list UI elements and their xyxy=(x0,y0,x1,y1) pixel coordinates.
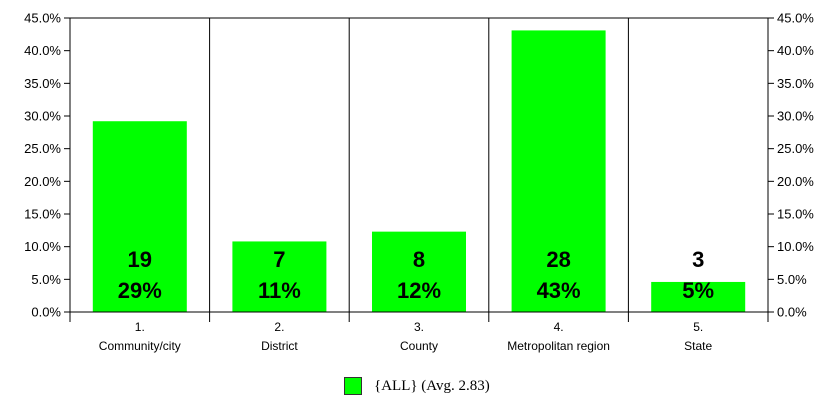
plot-frame xyxy=(69,17,769,322)
y-tick-label-right: 45.0% xyxy=(777,11,814,26)
y-tick-label-left: 20.0% xyxy=(24,174,61,189)
x-axis-categories: 1. Community/city 2. District 3. County 4. Metr… xyxy=(99,320,713,353)
bar xyxy=(92,121,187,312)
y-tick-label-right: 35.0% xyxy=(777,76,814,91)
y-tick-label-right: 5.0% xyxy=(777,272,807,287)
bar xyxy=(372,231,466,312)
bar-percent-label: 5% xyxy=(682,278,714,303)
y-axis-ticks: 0.0% 0.0% 5.0% 5.0% 10.0% 10.0% 15.0% 15.0% 20.0… xyxy=(24,11,814,320)
bar-count-label: 8 xyxy=(413,247,425,272)
bar-percent-label: 11% xyxy=(258,278,301,303)
category-label: District xyxy=(261,339,298,353)
bar-percent-label: 43% xyxy=(537,278,581,303)
y-tick-label-right: 20.0% xyxy=(777,174,814,189)
category-label: Community/city xyxy=(99,339,181,353)
category-number: 4. xyxy=(554,320,564,334)
category-label: County xyxy=(400,339,438,353)
category-number: 3. xyxy=(414,320,424,334)
bar-percent-label: 29% xyxy=(118,278,162,303)
bar-count-label: 19 xyxy=(128,247,152,272)
y-tick-label-left: 10.0% xyxy=(24,239,61,254)
y-tick-label-right: 25.0% xyxy=(777,141,814,156)
y-tick-label-left: 15.0% xyxy=(24,207,61,222)
bar xyxy=(511,30,606,313)
category-number: 5. xyxy=(693,320,703,334)
y-tick-label-right: 10.0% xyxy=(777,239,814,254)
y-tick-label-left: 35.0% xyxy=(24,76,61,91)
bar-count-label: 28 xyxy=(546,247,570,272)
bar xyxy=(651,281,746,312)
y-tick-label-right: 0.0% xyxy=(777,305,807,320)
y-tick-label-left: 45.0% xyxy=(24,11,61,26)
bar-percent-label: 12% xyxy=(397,278,441,303)
bar-count-label: 7 xyxy=(273,247,285,272)
data-labels: 19 29% 7 11% 8 12% 28 43% 3 5% xyxy=(118,247,714,303)
legend: {ALL} (Avg. 2.83) xyxy=(344,377,490,395)
category-number: 2. xyxy=(274,320,284,334)
legend-label: {ALL} (Avg. 2.83) xyxy=(374,377,490,394)
y-tick-label-left: 0.0% xyxy=(31,305,61,320)
y-tick-label-left: 25.0% xyxy=(24,141,61,156)
legend-swatch xyxy=(344,377,362,395)
y-tick-label-right: 30.0% xyxy=(777,109,814,124)
category-label: State xyxy=(684,339,712,353)
bar-count-label: 3 xyxy=(692,247,704,272)
y-tick-label-right: 15.0% xyxy=(777,207,814,222)
y-tick-label-left: 5.0% xyxy=(31,272,61,287)
y-tick-label-right: 40.0% xyxy=(777,43,814,58)
category-label: Metropolitan region xyxy=(507,339,610,353)
bar xyxy=(232,241,327,312)
bars xyxy=(92,30,746,313)
category-number: 1. xyxy=(135,320,145,334)
bar-chart: 0.0% 0.0% 5.0% 5.0% 10.0% 10.0% 15.0% 15.0% 20.0… xyxy=(24,11,814,354)
y-tick-label-left: 40.0% xyxy=(24,43,61,58)
y-tick-label-left: 30.0% xyxy=(24,109,61,124)
